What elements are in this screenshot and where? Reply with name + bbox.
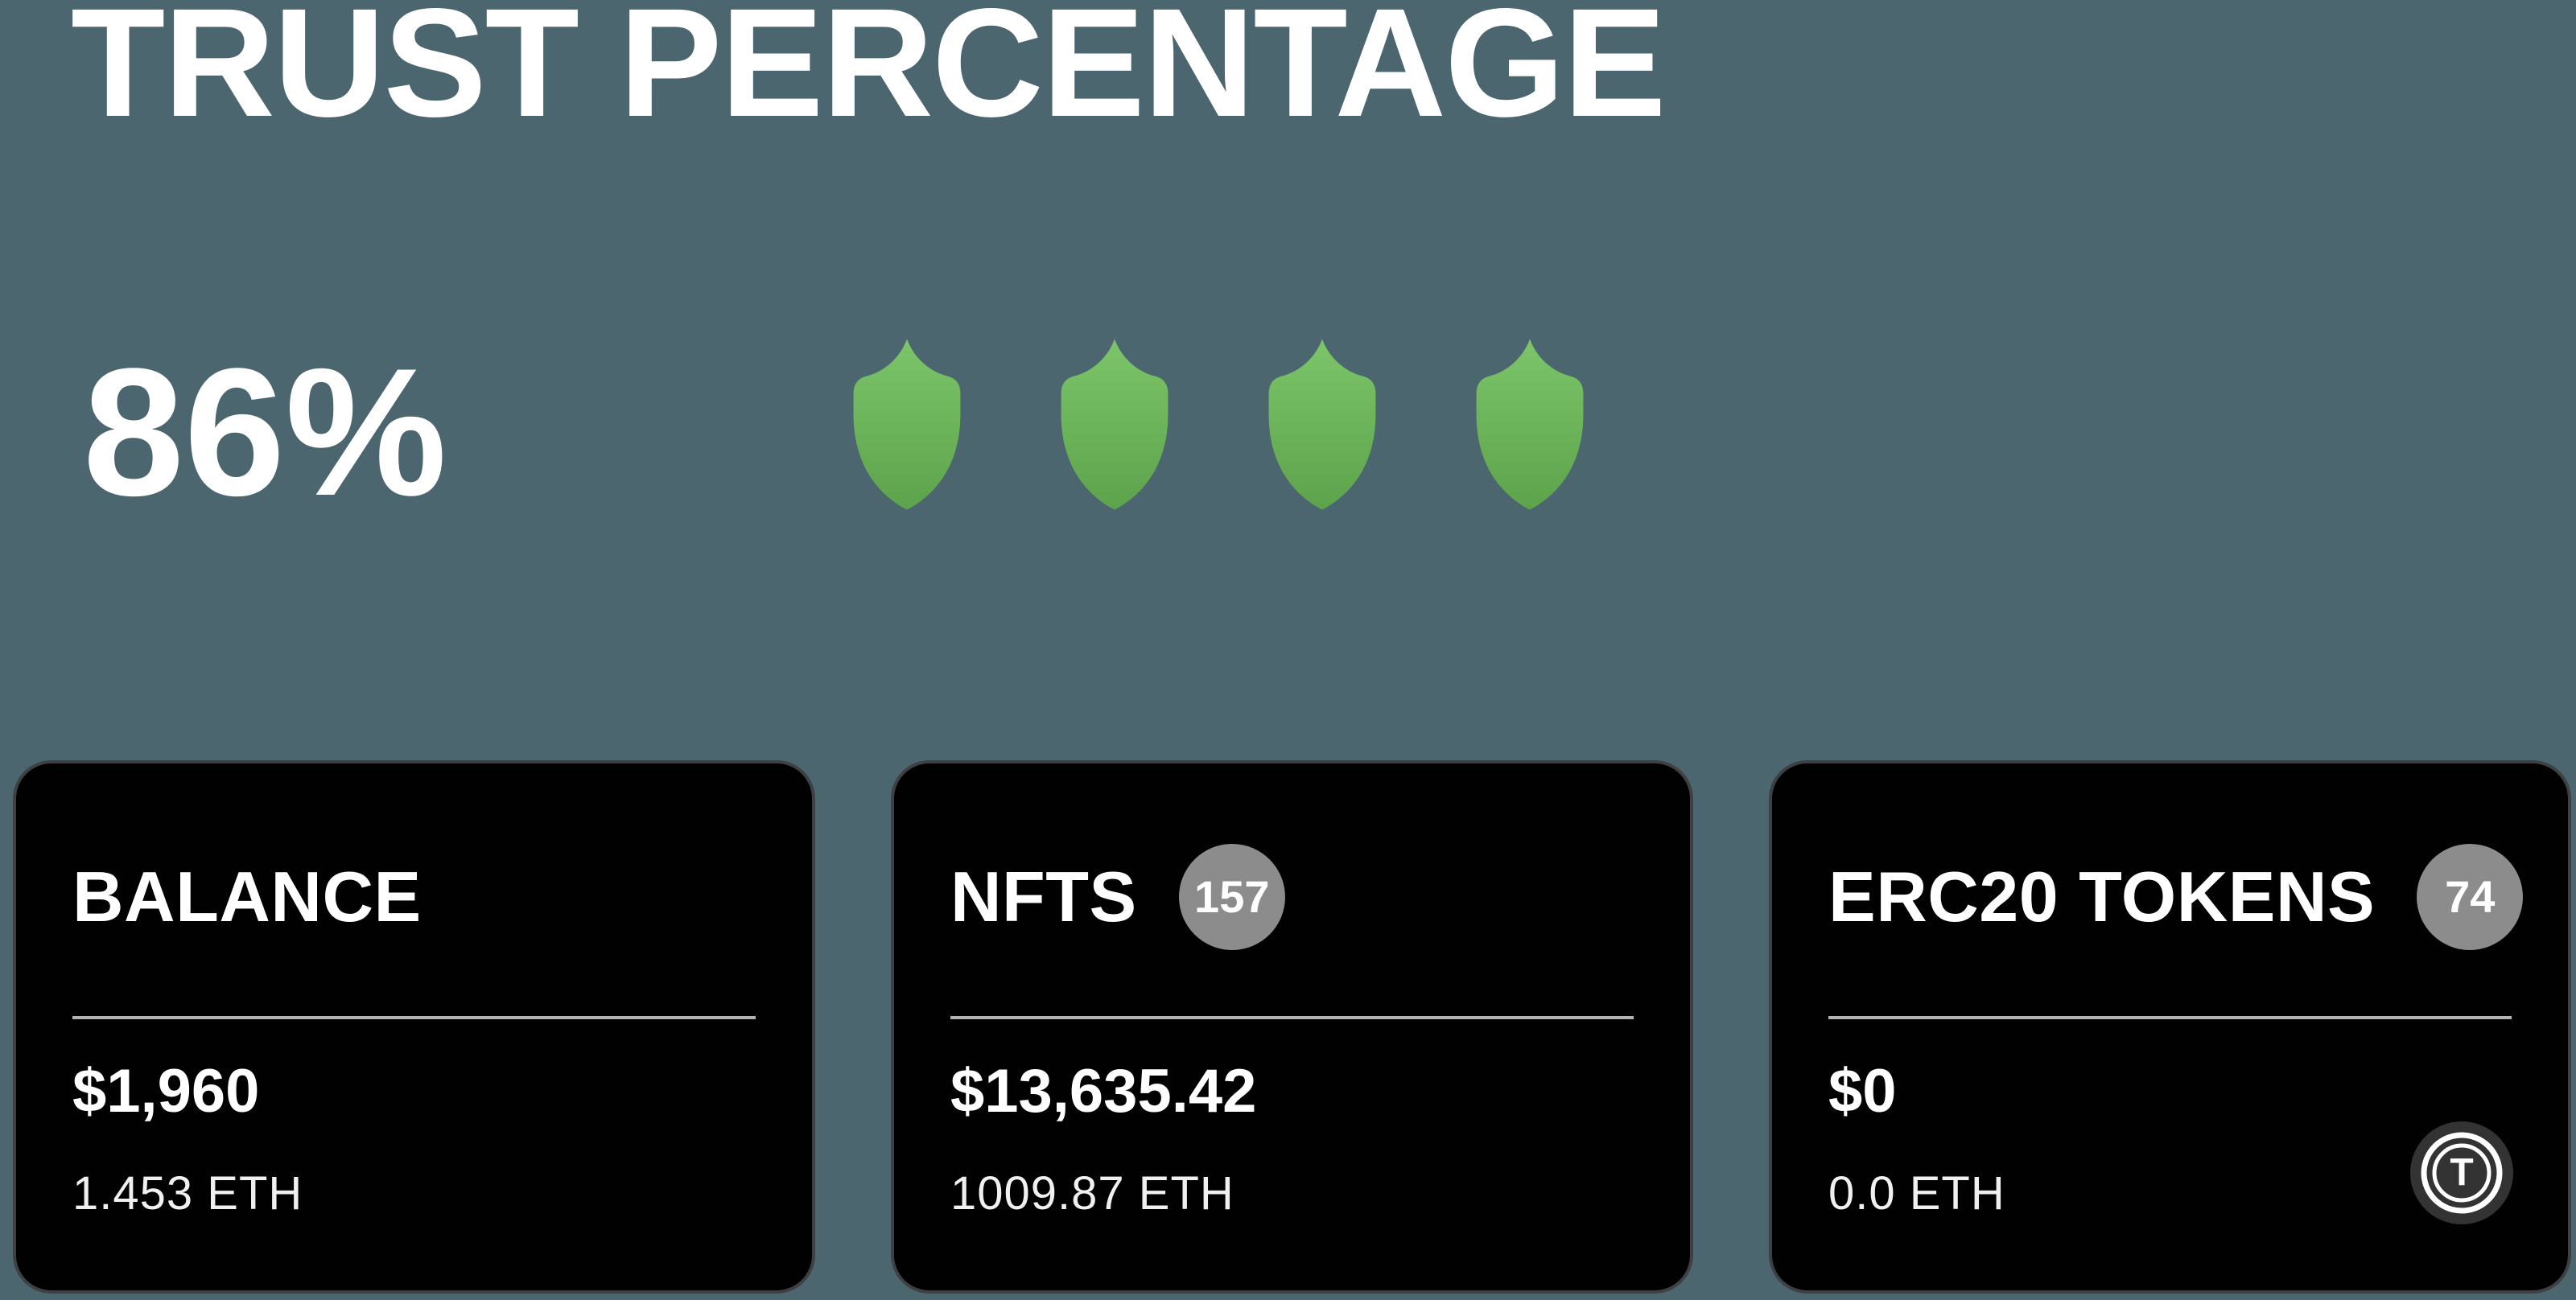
divider: [1828, 1016, 2512, 1019]
stat-cards-row: BALANCE $1,960 1.453 ETH NFTS 157 $13,63…: [13, 760, 2571, 1294]
erc20-card-title: ERC20 TOKENS: [1828, 857, 2376, 936]
token-logo-rings: T: [2421, 1132, 2503, 1214]
token-letter: T: [2450, 1152, 2473, 1195]
divider: [72, 1016, 756, 1019]
shield-icon: [1476, 339, 1584, 510]
shield-icon: [853, 339, 961, 510]
divider: [950, 1016, 1634, 1019]
erc20-usd-value: $0: [1828, 1057, 1897, 1125]
erc20-tokens-card[interactable]: ERC20 TOKENS 74 $0 0.0 ETH T: [1769, 760, 2571, 1294]
nfts-eth-value: 1009.87 ETH: [950, 1167, 1234, 1220]
nfts-card-title: NFTS: [950, 857, 1137, 936]
balance-card[interactable]: BALANCE $1,960 1.453 ETH: [13, 760, 815, 1294]
erc20-card-header: ERC20 TOKENS 74: [1828, 844, 2524, 950]
page-title: TRUST PERCENTAGE: [71, 0, 1667, 149]
erc20-eth-value: 0.0 ETH: [1828, 1167, 2005, 1220]
token-logo-icon: T: [2410, 1121, 2513, 1224]
nfts-usd-value: $13,635.42: [950, 1057, 1257, 1125]
nfts-count-badge: 157: [1178, 844, 1285, 950]
balance-usd-value: $1,960: [72, 1057, 260, 1125]
shield-icon: [1268, 339, 1376, 510]
balance-card-header: BALANCE: [72, 844, 756, 950]
nfts-card[interactable]: NFTS 157 $13,635.42 1009.87 ETH: [891, 760, 1693, 1294]
shield-icon: [1061, 339, 1168, 510]
nfts-card-header: NFTS 157: [950, 844, 1634, 950]
trust-percentage-value: 86%: [83, 330, 447, 533]
erc20-count-badge: 74: [2417, 844, 2524, 950]
balance-eth-value: 1.453 ETH: [72, 1167, 303, 1220]
balance-card-title: BALANCE: [72, 857, 422, 936]
trust-shield-rating: [842, 336, 1595, 512]
